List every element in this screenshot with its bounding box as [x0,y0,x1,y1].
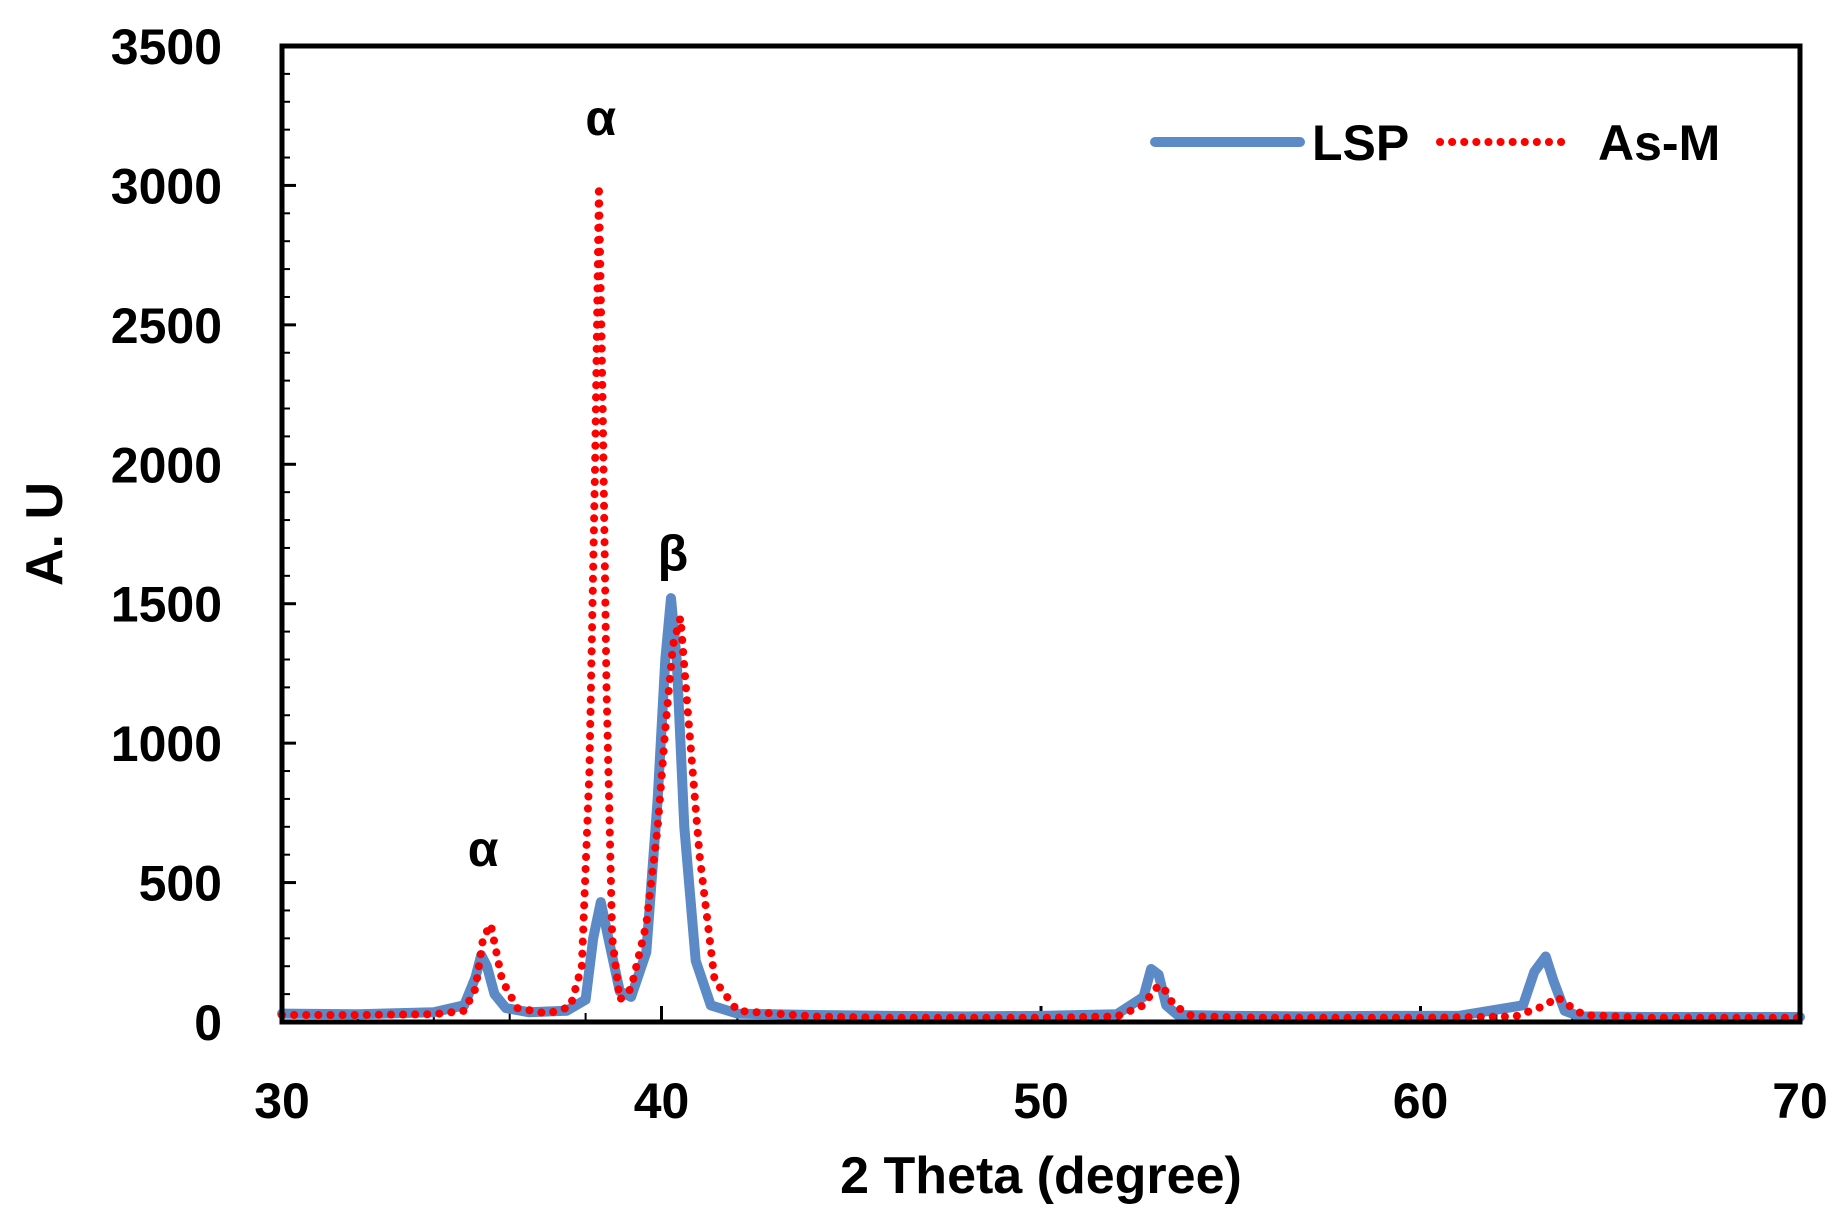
x-axis-title: 2 Theta (degree) [840,1147,1242,1205]
y-tick-label: 0 [194,995,222,1051]
y-tick-label: 1000 [111,716,222,772]
y-tick-label: 1500 [111,577,222,633]
x-tick-label: 30 [254,1073,310,1129]
y-tick-label: 2000 [111,437,222,493]
y-tick-label: 3500 [111,19,222,75]
x-tick-label: 70 [1772,1073,1828,1129]
x-tick-label: 60 [1393,1073,1449,1129]
y-axis-title: A. U [16,482,74,586]
series-layer [277,181,1805,1022]
tick-labels: 30 40 50 60 70 0 500 1000 1500 2000 2500 3000 3500 [111,19,1828,1129]
peak-label: α [585,90,616,146]
legend-label-as-m: As-M [1598,115,1720,171]
y-tick-label: 3000 [111,158,222,214]
x-tick-label: 50 [1013,1073,1069,1129]
axis-ticks [280,44,1802,1024]
series-line-lsp [277,593,1805,1022]
series-line-as-m [278,181,1804,1022]
plot-area-frame [279,43,1803,1025]
peak-label: β [658,525,689,581]
peak-label: α [468,821,499,877]
x-tick-label: 40 [634,1073,690,1129]
legend-label-lsp: LSP [1312,115,1409,171]
peak-annotations: α α β [468,90,688,877]
y-tick-label: 2500 [111,298,222,354]
y-tick-label: 500 [139,856,222,912]
legend: LSP As-M [1150,115,1720,171]
